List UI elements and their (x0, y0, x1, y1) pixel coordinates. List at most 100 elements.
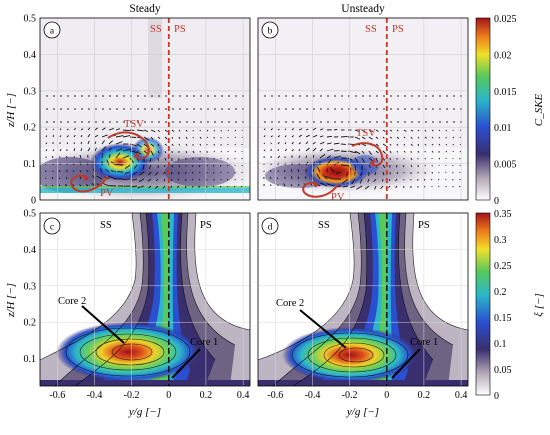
vector-arrow (375, 136, 379, 139)
vector-arrow (459, 150, 462, 153)
vector-arrow (148, 164, 152, 170)
vector-arrow (395, 178, 398, 182)
xtick-c-n0.6: -0.6 (49, 390, 65, 401)
vector-arrow (333, 142, 340, 145)
vector-arrow (171, 129, 175, 133)
vector-arrow (345, 171, 349, 178)
vector-arrow (59, 135, 62, 138)
yticks-bottom: 0.5 0.4 0.3 0.2 0.1 (24, 209, 37, 366)
vector-arrow (220, 129, 222, 132)
vector-arrow (122, 148, 131, 152)
xticks-c: -0.6 -0.4 -0.2 0 0.2 0.4 (49, 390, 249, 401)
xtick-d-0.2: 0.2 (418, 390, 431, 401)
grid-a (40, 18, 250, 200)
ytick-a-0.5: 0.5 (24, 14, 37, 25)
vector-arrow (291, 176, 293, 180)
vector-arrow (403, 129, 407, 132)
vector-arrow (431, 150, 434, 153)
vector-arrow (438, 136, 440, 139)
vector-arrow (185, 143, 188, 146)
grid-b (258, 18, 468, 200)
vector-arrow (73, 148, 76, 152)
vector-arrow (424, 143, 427, 146)
vector-arrow (305, 134, 310, 138)
vector-arrow (192, 150, 195, 154)
cb-bot-tick-4: 0.15 (494, 313, 512, 324)
vector-arrow (199, 136, 202, 139)
vector-arrow (45, 177, 47, 180)
vector-arrow (312, 147, 317, 152)
vector-arrow (354, 136, 361, 140)
vector-arrow (212, 171, 215, 174)
vector-arrow (326, 183, 335, 187)
vector-arrow (341, 178, 349, 184)
vector-arrow (136, 143, 142, 148)
vector-arrow (396, 150, 399, 153)
vector-arrow (103, 183, 110, 187)
vector-arrow (277, 149, 279, 152)
vector-arrow (52, 128, 54, 131)
vector-arrow (155, 178, 159, 182)
vector-arrow (270, 135, 273, 138)
vector-arrow (176, 185, 180, 188)
vector-arrow (80, 134, 83, 138)
vector-arrow (134, 164, 138, 169)
vector-arrow (227, 129, 229, 132)
yticks-top: 0.5 0.4 0.3 0.2 0.1 0 (24, 14, 37, 207)
ytick-a-0.3: 0.3 (24, 86, 37, 97)
pv-arrow-b (302, 181, 339, 198)
vector-arrow (396, 143, 399, 146)
vector-arrow (459, 136, 461, 138)
vector-arrow (437, 178, 440, 181)
vector-arrow (382, 129, 386, 132)
vector-arrow (80, 128, 84, 131)
vector-arrow (326, 148, 334, 152)
vector-arrow (388, 178, 391, 182)
vector-arrow (424, 129, 427, 132)
vector-arrow (122, 155, 130, 159)
vector-arrow (291, 141, 294, 145)
vector-arrow (361, 157, 365, 163)
ytick-c-0.3: 0.3 (24, 281, 37, 292)
ps-label-a: PS (174, 24, 186, 35)
vector-arrow (87, 140, 90, 145)
vector-arrow (388, 185, 391, 189)
vector-arrow (284, 135, 287, 138)
vector-arrow (373, 178, 377, 183)
vector-arrow (333, 155, 341, 159)
vector-arrow (164, 157, 167, 161)
vector-arrow (374, 171, 377, 176)
vector-arrow (240, 185, 243, 188)
vector-arrow (270, 128, 273, 131)
vector-arrow (284, 162, 287, 166)
vector-arrow (319, 128, 324, 131)
vector-arrow (157, 129, 160, 133)
colorbar-bottom-label: ξ [−] (533, 293, 545, 316)
vector-arrow (329, 167, 335, 173)
vector-arrow (212, 185, 215, 188)
vector-arrow (410, 143, 413, 147)
vector-arrow (108, 147, 112, 152)
cb-top-tick-5: 0 (494, 196, 499, 207)
ytick-c-0.5: 0.5 (24, 209, 37, 220)
panel-d: Core 2 Core 1 SS PS d (257, 212, 469, 387)
vector-arrow (431, 143, 434, 146)
vector-arrow (184, 185, 187, 189)
vector-arrow (220, 150, 222, 153)
vector-arrow (389, 129, 393, 132)
vector-arrow (124, 164, 131, 169)
vector-arrow (431, 178, 433, 181)
ps-label-b: PS (392, 24, 404, 35)
core1-label-c: Core 1 (190, 337, 218, 348)
xtick-c-n0.2: -0.2 (124, 390, 140, 401)
ylabel-bottom: z/H [−] (5, 283, 17, 318)
vector-arrow (410, 129, 414, 132)
tsv-label-b: TSV (356, 128, 376, 139)
vector-arrow (263, 135, 266, 138)
vector-arrow (361, 129, 366, 132)
vector-arrow (131, 178, 138, 181)
vector-arrow (73, 127, 76, 131)
vector-arrow (263, 128, 266, 131)
vector-arrow (115, 148, 123, 152)
vector-arrow (374, 185, 377, 190)
